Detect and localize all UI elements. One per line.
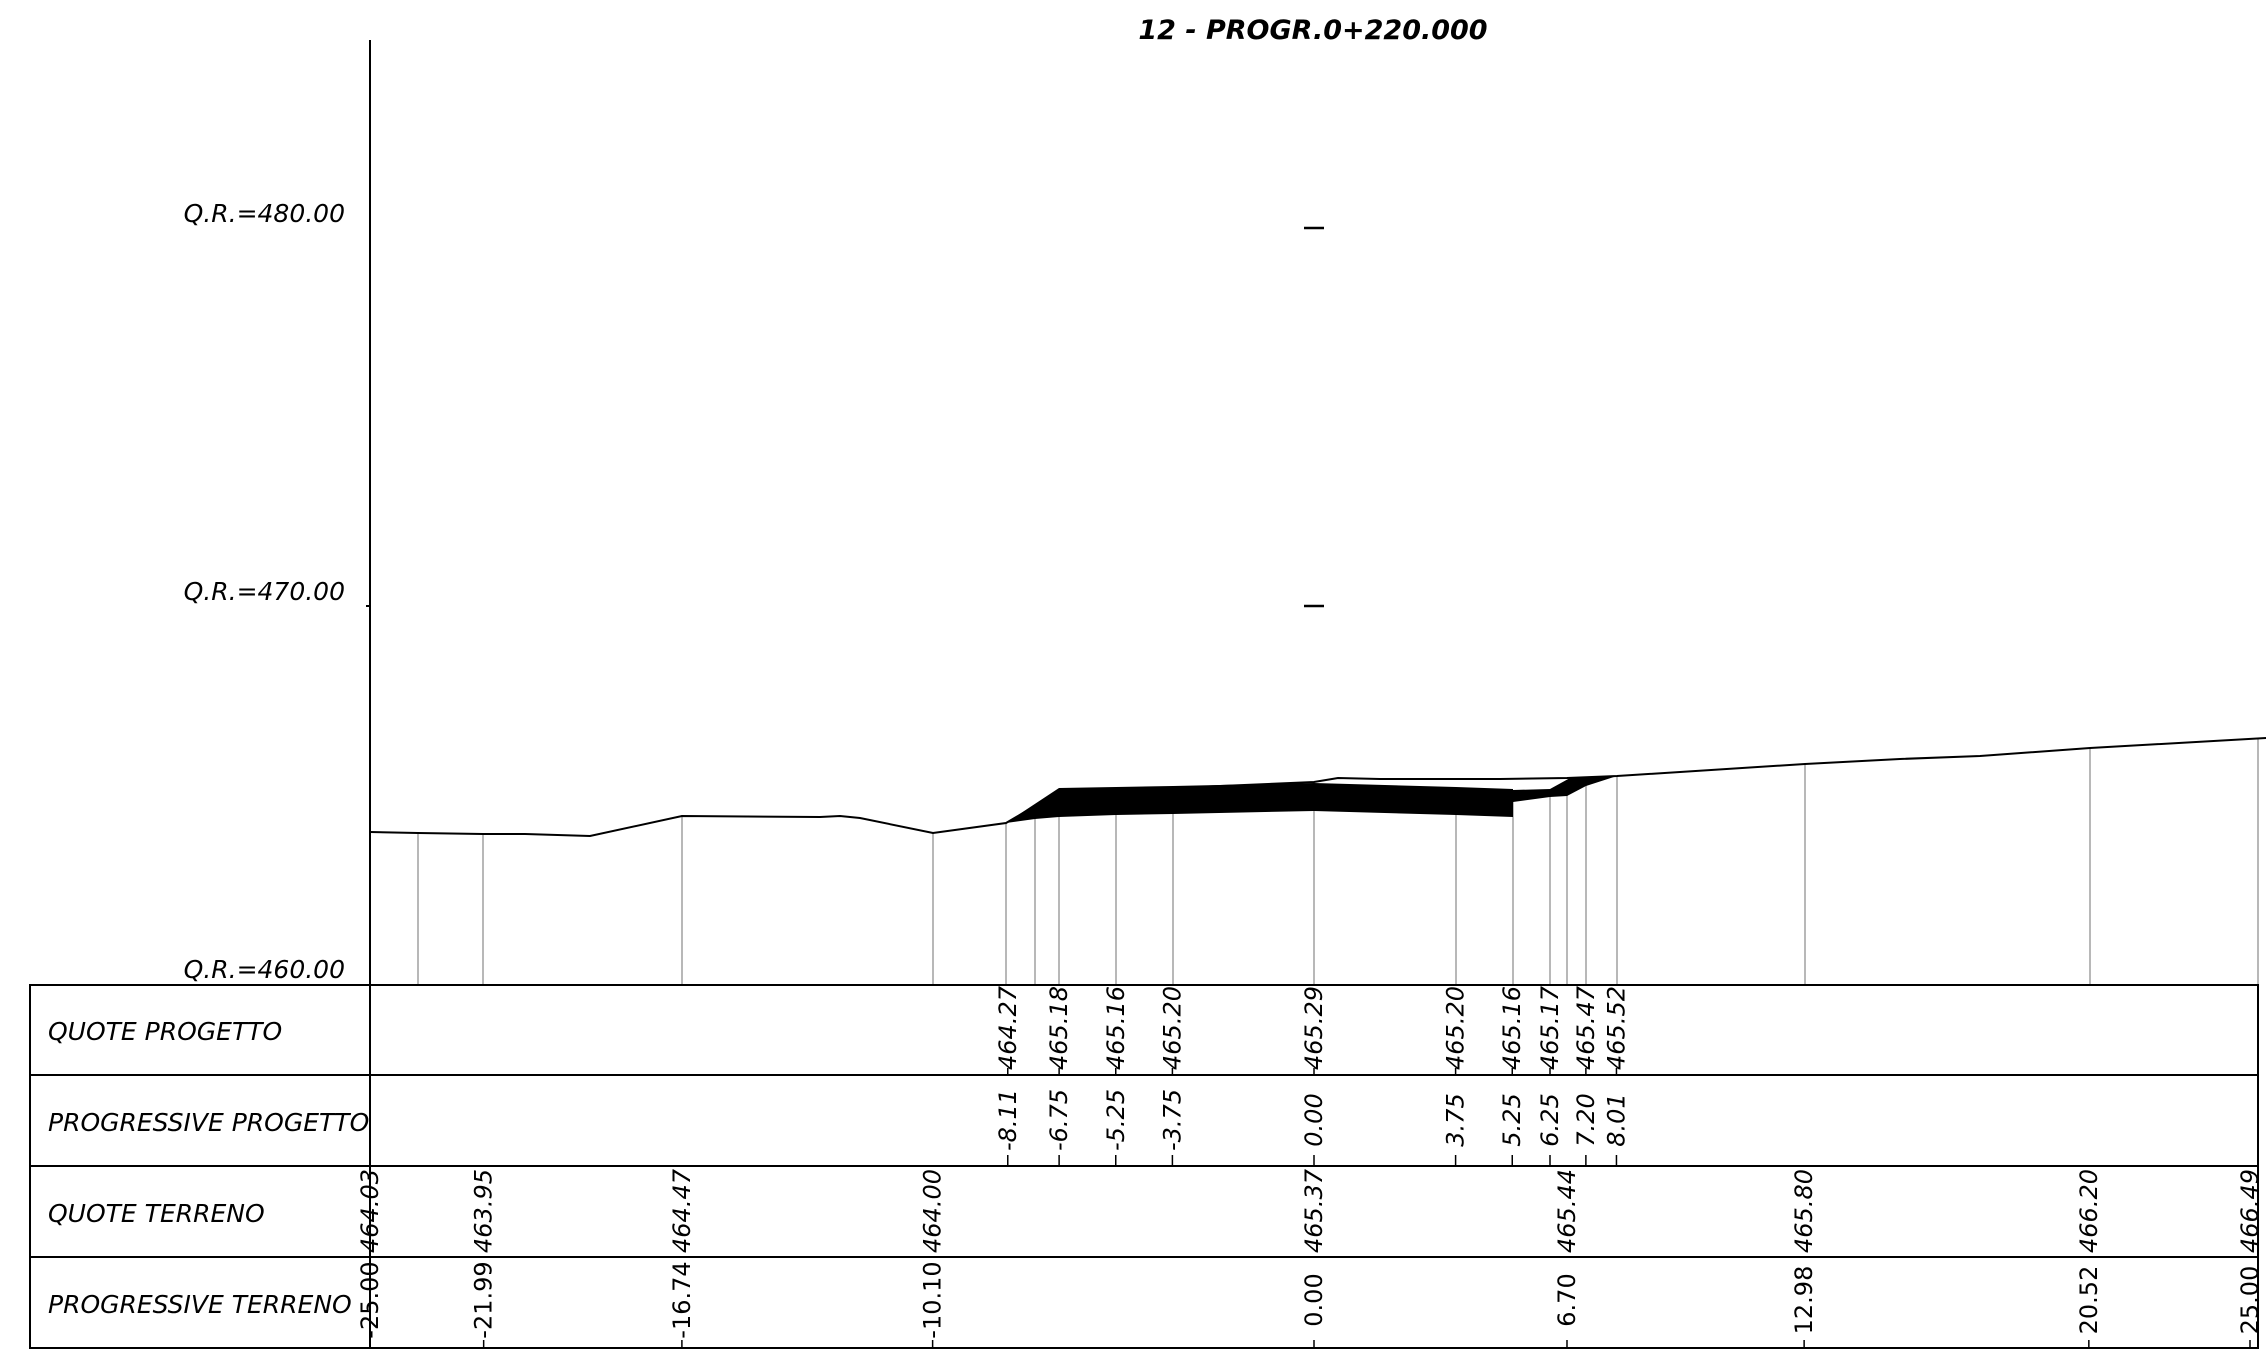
row-label-progressive-terreno: PROGRESSIVE TERRENO — [48, 1290, 352, 1319]
ground-profile — [369, 737, 2266, 838]
terreno-elevation-label: 464.03 — [356, 1169, 384, 1253]
terreno-offset-labels: -25.00 -21.99 -16.74 -10.10 0.00 6.70 12.98 20.… — [356, 1261, 2264, 1348]
terreno-elevation-label: 464.47 — [668, 1168, 696, 1253]
progetto-offset-label: 8.01 — [1602, 1093, 1630, 1146]
terreno-elevation-label: 466.20 — [2075, 1169, 2103, 1253]
terrain-guide-lines — [417, 739, 2259, 985]
terreno-elevation-label: 465.44 — [1553, 1169, 1581, 1253]
progetto-elevation-label: 465.20 — [1442, 986, 1470, 1070]
progetto-offset-label: 3.75 — [1442, 1093, 1470, 1146]
progetto-elevation-label: 465.20 — [1158, 986, 1186, 1070]
terreno-offset-label: -25.00 — [356, 1261, 384, 1338]
terreno-offset-label: 20.52 — [2075, 1266, 2103, 1335]
qr-480-label: Q.R.=480.00 — [184, 199, 345, 228]
progetto-elevation-label: 464.27 — [994, 985, 1022, 1070]
terreno-offset-label: 0.00 — [1300, 1273, 1328, 1326]
terreno-elevation-label: 466.49 — [2236, 1169, 2264, 1253]
road-shoulder — [1513, 776, 1617, 802]
terreno-offset-label: 6.70 — [1553, 1273, 1581, 1326]
progetto-offset-label: 5.25 — [1498, 1093, 1526, 1146]
progetto-offset-label: 0.00 — [1300, 1093, 1328, 1146]
progetto-offset-label: 6.25 — [1536, 1093, 1564, 1146]
terreno-offset-label: -10.10 — [919, 1261, 947, 1338]
progetto-elevation-label: 465.16 — [1102, 986, 1130, 1070]
qr-460-label: Q.R.=460.00 — [184, 955, 345, 984]
progetto-elevation-label: 465.29 — [1300, 986, 1328, 1070]
qr-470-label: Q.R.=470.00 — [184, 577, 345, 606]
row-label-quote-progetto: QUOTE PROGETTO — [48, 1017, 282, 1046]
terreno-elevation-labels: 464.03 463.95 464.47 464.00 465.37 465.44 465.… — [356, 1168, 2264, 1253]
progetto-offset-label: -8.11 — [994, 1089, 1022, 1151]
terreno-offset-label: -16.74 — [668, 1261, 696, 1338]
terreno-elevation-label: 464.00 — [919, 1169, 947, 1253]
terreno-offset-label: 12.98 — [1790, 1266, 1818, 1335]
terreno-elevation-label: 465.37 — [1300, 1168, 1328, 1253]
terreno-offset-label: 25.00 — [2236, 1266, 2264, 1335]
road-pavement — [1006, 783, 1513, 823]
terreno-offset-label: -21.99 — [470, 1261, 498, 1338]
progetto-elevation-label: 465.18 — [1045, 986, 1073, 1070]
progetto-offset-labels: -8.11 -6.75 -5.25 -3.75 0.00 3.75 5.25 6.25 7.20… — [994, 1089, 1630, 1166]
progetto-elevation-label: 465.52 — [1602, 986, 1630, 1070]
section-title: 12 - PROGR.0+220.000 — [1138, 15, 1487, 46]
progetto-elevation-labels: 464.27 465.18 465.16 465.20 465.29 465.20 465.… — [994, 985, 1630, 1075]
progetto-elevation-label: 465.47 — [1572, 985, 1600, 1070]
terreno-elevation-label: 465.80 — [1790, 1169, 1818, 1253]
row-label-quote-terreno: QUOTE TERRENO — [48, 1199, 265, 1228]
progetto-offset-label: -3.75 — [1158, 1089, 1186, 1151]
progetto-elevation-label: 465.17 — [1536, 985, 1564, 1070]
progetto-offset-label: -6.75 — [1045, 1089, 1073, 1151]
progetto-offset-label: 7.20 — [1572, 1093, 1600, 1146]
data-table-frame — [29, 984, 2259, 1349]
row-label-progressive-progetto: PROGRESSIVE PROGETTO — [48, 1108, 369, 1137]
progetto-elevation-label: 465.16 — [1498, 986, 1526, 1070]
terreno-elevation-label: 463.95 — [470, 1169, 498, 1253]
progetto-offset-label: -5.25 — [1102, 1089, 1130, 1151]
